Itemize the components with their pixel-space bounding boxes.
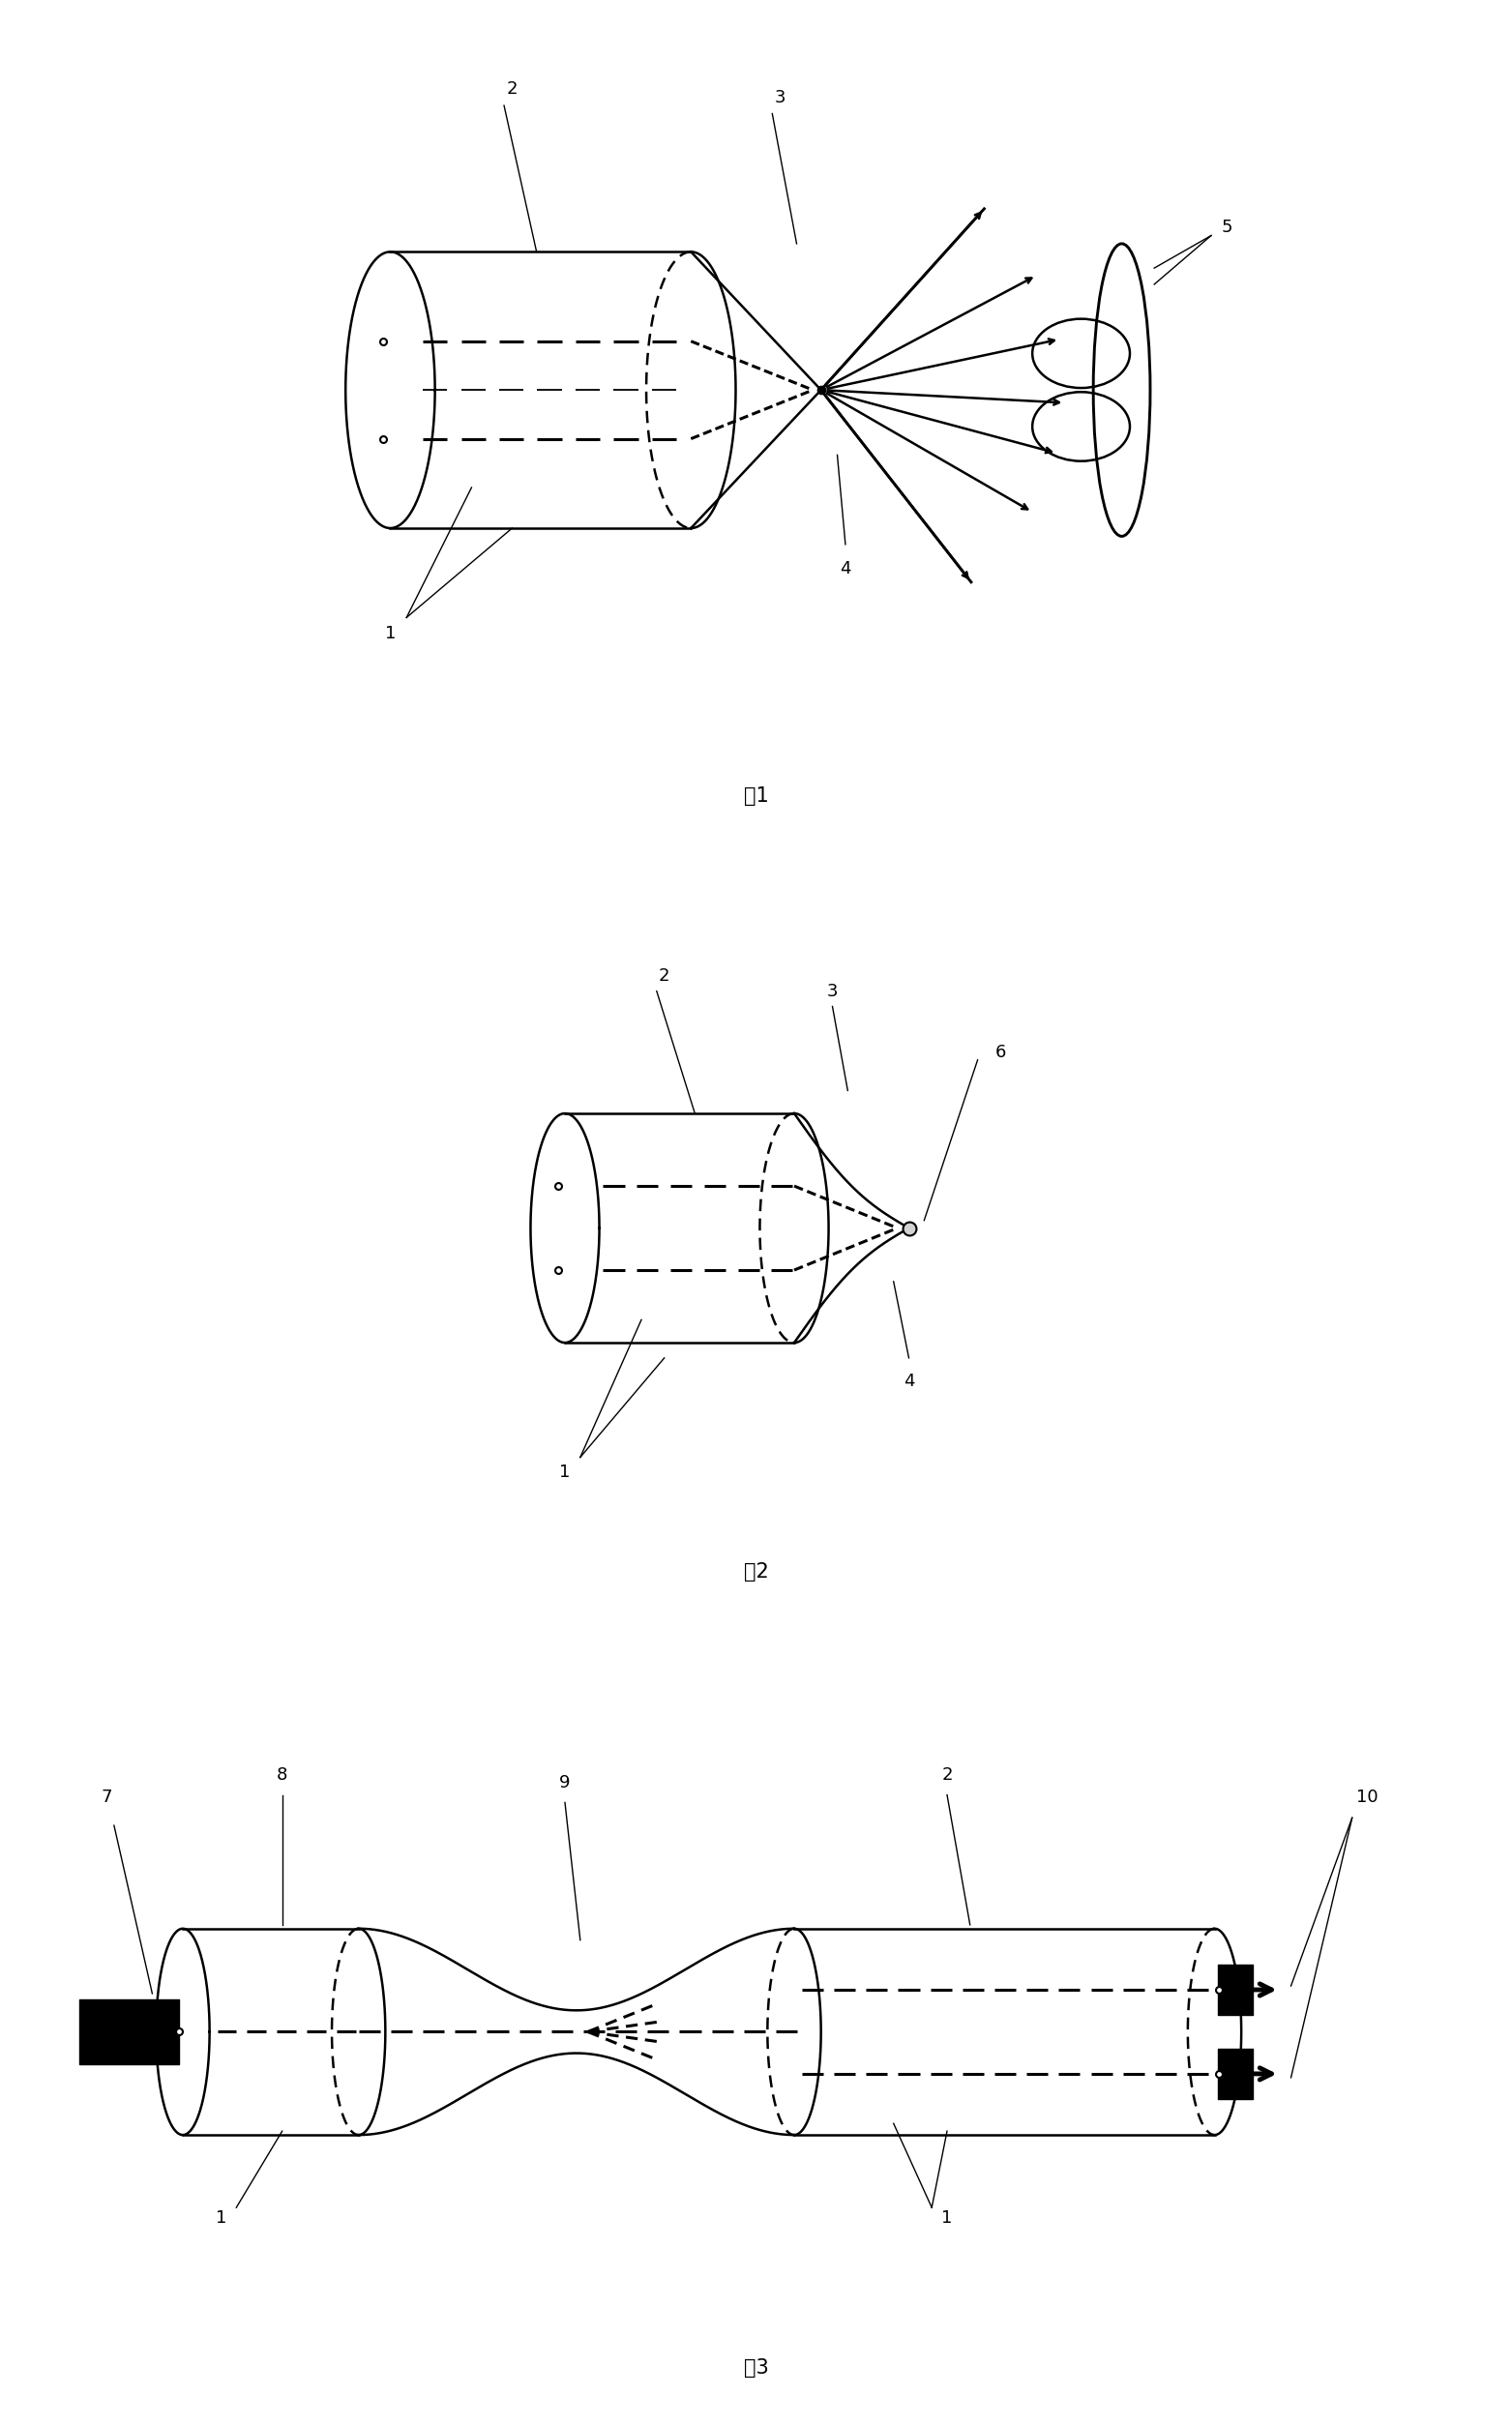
Text: 2: 2: [507, 80, 517, 97]
Text: 4: 4: [839, 560, 851, 577]
Text: 2: 2: [942, 1766, 953, 1783]
Text: 1: 1: [216, 2210, 227, 2227]
Text: 9: 9: [559, 1773, 570, 1790]
Text: 3: 3: [774, 90, 786, 107]
Text: 4: 4: [903, 1373, 915, 1390]
Text: 2: 2: [659, 968, 670, 985]
Text: 1: 1: [942, 2210, 953, 2227]
Text: 5: 5: [1222, 218, 1232, 235]
Text: 8: 8: [277, 1766, 287, 1783]
Text: 1: 1: [384, 626, 396, 643]
Text: 6: 6: [995, 1043, 1005, 1060]
Text: 7: 7: [101, 1788, 112, 1807]
Text: 3: 3: [827, 983, 838, 1000]
Text: 图3: 图3: [744, 2358, 768, 2377]
Text: 10: 10: [1356, 1788, 1379, 1807]
Text: 图1: 图1: [744, 786, 768, 805]
Text: 1: 1: [559, 1463, 570, 1482]
Text: 图2: 图2: [744, 1562, 768, 1582]
